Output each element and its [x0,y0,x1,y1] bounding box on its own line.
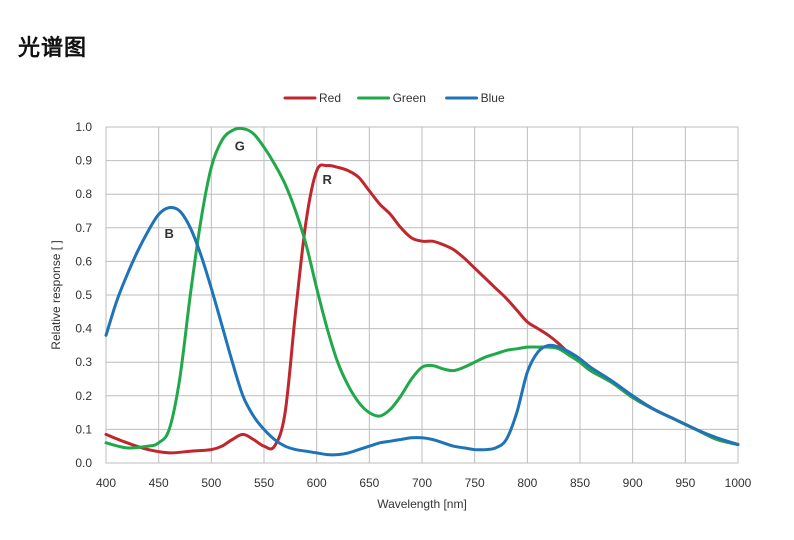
x-tick-label: 650 [359,476,379,490]
y-tick-labels: 0.0 0.1 0.2 0.3 0.4 0.5 0.6 0.7 0.8 0.9 1.0 [75,120,92,470]
x-tick-label: 400 [96,476,116,490]
x-tick-label: 700 [412,476,432,490]
legend-label-red: Red [319,91,341,105]
x-tick-label: 550 [254,476,274,490]
y-tick-label: 0.8 [75,187,92,201]
x-tick-label: 950 [675,476,695,490]
series-line-blue [104,205,740,457]
legend-label-green: Green [393,91,426,105]
series-lines [104,126,740,457]
y-tick-label: 0.2 [75,389,92,403]
x-tick-label: 600 [307,476,327,490]
legend-label-blue: Blue [481,91,505,105]
y-tick-label: 0.7 [75,221,92,235]
y-axis-label: Relative response [ ] [49,240,63,349]
x-tick-label: 450 [149,476,169,490]
curve-label-blue: B [165,226,174,241]
x-tick-label: 1000 [725,476,752,490]
series-line-green [104,126,740,450]
y-tick-label: 0.0 [75,456,92,470]
curve-label-red: R [323,172,333,187]
x-tick-label: 500 [201,476,221,490]
y-tick-label: 0.4 [75,322,92,336]
x-tick-labels: 400 450 500 550 600 650 700 750 800 850 900 950 1000 [96,476,752,490]
x-tick-label: 850 [570,476,590,490]
legend: Red Green Blue [283,91,505,105]
curve-labels: R G B [165,139,333,241]
y-tick-label: 0.6 [75,254,92,268]
grid [105,126,739,464]
page-title: 光谱图 [18,36,88,61]
y-tick-label: 1.0 [75,120,92,134]
y-tick-label: 0.3 [75,355,92,369]
x-axis-label: Wavelength [nm] [377,497,467,511]
y-tick-label: 0.5 [75,288,92,302]
x-tick-label: 800 [517,476,537,490]
curve-label-green: G [235,139,245,154]
y-tick-label: 0.1 [75,422,92,436]
x-tick-label: 900 [623,476,643,490]
y-tick-label: 0.9 [75,154,92,168]
x-tick-label: 750 [465,476,485,490]
